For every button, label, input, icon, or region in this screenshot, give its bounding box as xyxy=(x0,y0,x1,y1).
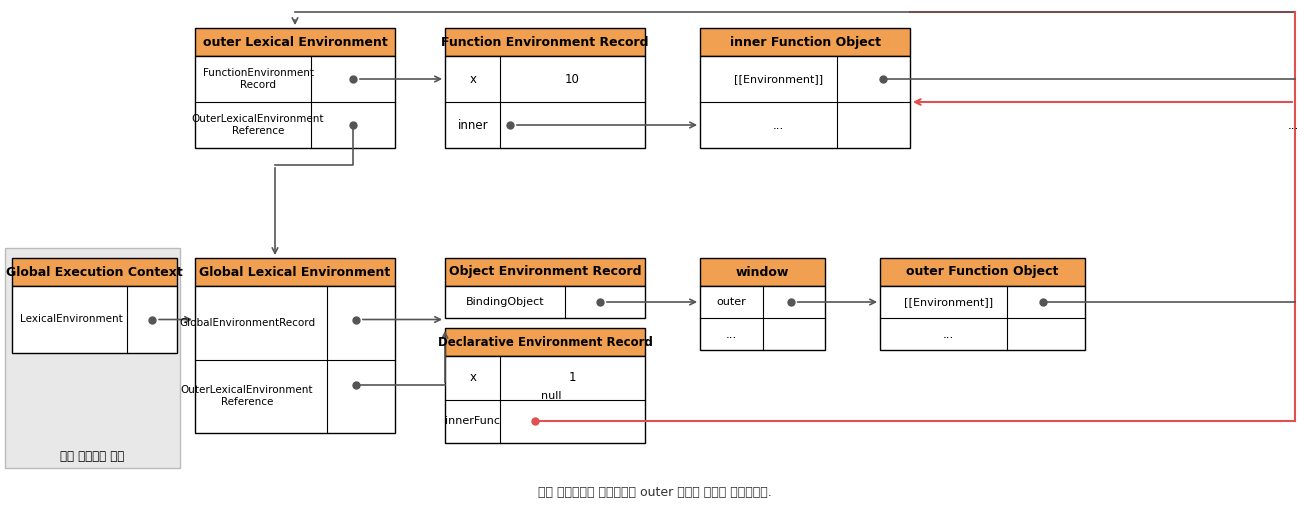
Text: GlobalEnvironmentRecord: GlobalEnvironmentRecord xyxy=(179,318,316,328)
Text: x: x xyxy=(469,371,477,384)
Text: outer: outer xyxy=(717,297,747,307)
Text: LexicalEnvironment: LexicalEnvironment xyxy=(21,315,123,325)
Text: FunctionEnvironment
Record: FunctionEnvironment Record xyxy=(203,68,313,90)
Text: Global Execution Context: Global Execution Context xyxy=(7,266,183,278)
Bar xyxy=(195,286,396,433)
Bar xyxy=(445,328,645,356)
Bar xyxy=(880,286,1085,350)
Bar xyxy=(12,258,177,286)
Text: Object Environment Record: Object Environment Record xyxy=(449,266,642,278)
Text: inner: inner xyxy=(457,119,489,131)
Text: ...: ... xyxy=(943,327,954,341)
Text: [[Environment]]: [[Environment]] xyxy=(904,297,993,307)
Bar xyxy=(195,258,396,286)
Text: OuterLexicalEnvironment
Reference: OuterLexicalEnvironment Reference xyxy=(191,114,325,136)
Text: BindingObject: BindingObject xyxy=(465,297,545,307)
Bar xyxy=(700,56,910,148)
Text: inner Function Object: inner Function Object xyxy=(730,36,880,48)
Text: 1: 1 xyxy=(569,371,576,384)
Text: 실행 컨텍스트가 제거되어도 outer 렉시컬 환경은 유지됩니다.: 실행 컨텍스트가 제거되어도 outer 렉시컬 환경은 유지됩니다. xyxy=(538,486,772,498)
Text: [[Environment]]: [[Environment]] xyxy=(734,74,823,84)
Text: window: window xyxy=(736,266,789,278)
Bar xyxy=(700,258,825,286)
Text: 10: 10 xyxy=(565,72,580,86)
Text: 살항 컨텍스트 스택: 살항 컨텍스트 스택 xyxy=(60,449,124,463)
Text: Global Lexical Environment: Global Lexical Environment xyxy=(199,266,390,278)
Text: ...: ... xyxy=(726,327,736,341)
Bar xyxy=(445,356,645,443)
Text: null: null xyxy=(541,391,561,401)
Bar xyxy=(445,28,645,56)
Bar xyxy=(445,286,645,318)
Bar xyxy=(195,28,396,56)
Text: Function Environment Record: Function Environment Record xyxy=(441,36,648,48)
Bar xyxy=(445,56,645,148)
Text: outer Lexical Environment: outer Lexical Environment xyxy=(203,36,388,48)
Text: Declarative Environment Record: Declarative Environment Record xyxy=(438,335,652,349)
Bar xyxy=(700,28,910,56)
Bar xyxy=(5,248,179,468)
Text: ...: ... xyxy=(773,119,783,131)
Text: OuterLexicalEnvironment
Reference: OuterLexicalEnvironment Reference xyxy=(181,385,313,407)
Bar xyxy=(195,56,396,148)
Bar xyxy=(880,258,1085,286)
Text: ...: ... xyxy=(1288,119,1300,131)
Bar xyxy=(700,286,825,350)
Bar xyxy=(445,258,645,286)
Text: outer Function Object: outer Function Object xyxy=(907,266,1058,278)
Text: innerFunc: innerFunc xyxy=(445,416,500,426)
Bar xyxy=(12,286,177,353)
Text: x: x xyxy=(469,72,477,86)
